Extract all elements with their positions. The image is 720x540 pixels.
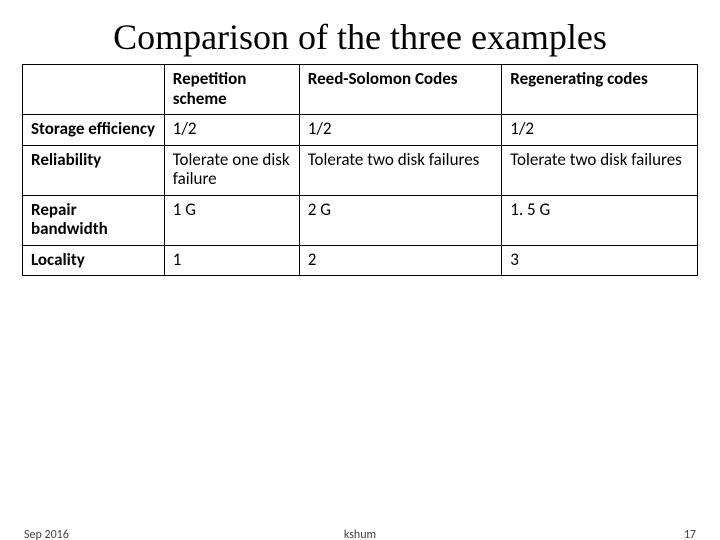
table-row: Reliability Tolerate one disk failure To…: [23, 145, 698, 195]
cell: 1 G: [164, 195, 299, 245]
header-col-1: Repetition scheme: [164, 65, 299, 115]
cell: 1/2: [502, 115, 698, 146]
cell: Tolerate one disk failure: [164, 145, 299, 195]
cell: 1: [164, 245, 299, 276]
table-row: Locality 1 2 3: [23, 245, 698, 276]
row-label: Locality: [23, 245, 165, 276]
row-label: Reliability: [23, 145, 165, 195]
table-row: Storage efficiency 1/2 1/2 1/2: [23, 115, 698, 146]
cell: 1/2: [164, 115, 299, 146]
cell: Tolerate two disk failures: [299, 145, 502, 195]
table-header-row: Repetition scheme Reed-Solomon Codes Reg…: [23, 65, 698, 115]
row-label: Storage efficiency: [23, 115, 165, 146]
cell: 2: [299, 245, 502, 276]
comparison-table: Repetition scheme Reed-Solomon Codes Reg…: [22, 64, 698, 276]
cell: 1. 5 G: [502, 195, 698, 245]
comparison-table-container: Repetition scheme Reed-Solomon Codes Reg…: [22, 64, 698, 276]
footer-page-number: 17: [684, 528, 696, 540]
cell: 3: [502, 245, 698, 276]
footer-date: Sep 2016: [24, 528, 69, 540]
cell: 1/2: [299, 115, 502, 146]
slide-title: Comparison of the three examples: [0, 16, 720, 58]
cell: Tolerate two disk failures: [502, 145, 698, 195]
header-col-3: Regenerating codes: [502, 65, 698, 115]
footer-author: kshum: [344, 528, 376, 540]
row-label: Repair bandwidth: [23, 195, 165, 245]
table-row: Repair bandwidth 1 G 2 G 1. 5 G: [23, 195, 698, 245]
header-col-2: Reed-Solomon Codes: [299, 65, 502, 115]
cell: 2 G: [299, 195, 502, 245]
header-empty: [23, 65, 165, 115]
